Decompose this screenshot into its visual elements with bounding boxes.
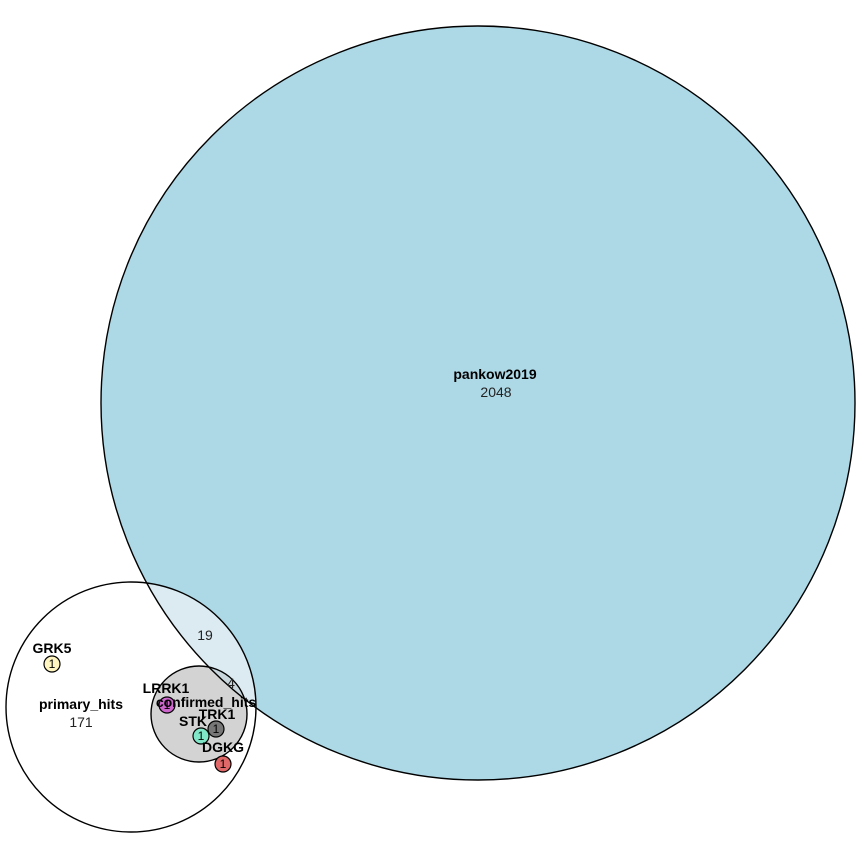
overlap-count-confirmed-pankow: 4 bbox=[227, 675, 235, 691]
element-grk5: 1 GRK5 bbox=[33, 640, 72, 673]
overlap-count-primary-pankow: 19 bbox=[197, 627, 213, 643]
element-dgkg-count: 1 bbox=[220, 757, 227, 771]
pankow2019-count: 2048 bbox=[480, 384, 511, 400]
element-lrrk1-count: 1 bbox=[164, 698, 171, 712]
primary-hits-label: primary_hits bbox=[39, 696, 123, 712]
element-trk1-label: TRK1 bbox=[199, 706, 236, 722]
element-lrrk1-dot bbox=[158, 696, 176, 714]
confirmed-hits-label: confirmed_hits bbox=[156, 694, 257, 710]
primary-hits-count: 171 bbox=[69, 714, 93, 730]
element-dgkg-label: DGKG bbox=[202, 739, 244, 755]
element-stk-count: 1 bbox=[198, 729, 205, 743]
element-stk-label: STK bbox=[179, 713, 207, 729]
pankow2019-label: pankow2019 bbox=[453, 366, 536, 382]
element-trk1-count: 1 bbox=[213, 722, 220, 736]
pankow2019-circle bbox=[101, 26, 855, 780]
pankow2019-outline bbox=[100, 25, 856, 781]
element-trk1-dot bbox=[207, 720, 225, 738]
element-dgkg: 1 bbox=[214, 755, 232, 773]
element-grk5-label: GRK5 bbox=[33, 640, 72, 656]
element-lrrk1: 1 bbox=[158, 696, 176, 714]
element-dgkg-dot bbox=[214, 755, 232, 773]
element-grk5-count: 1 bbox=[49, 657, 56, 671]
primary-hits-outline bbox=[5, 581, 257, 833]
element-lrrk1-label: LRRK1 bbox=[143, 680, 190, 696]
element-grk5-dot bbox=[43, 655, 61, 673]
confirmed-hits-outline bbox=[150, 665, 248, 763]
element-stk: 1 bbox=[192, 727, 210, 745]
element-trk1: 1 bbox=[207, 720, 225, 738]
element-stk-dot bbox=[192, 727, 210, 745]
confirmed-hits-circle bbox=[151, 666, 247, 762]
